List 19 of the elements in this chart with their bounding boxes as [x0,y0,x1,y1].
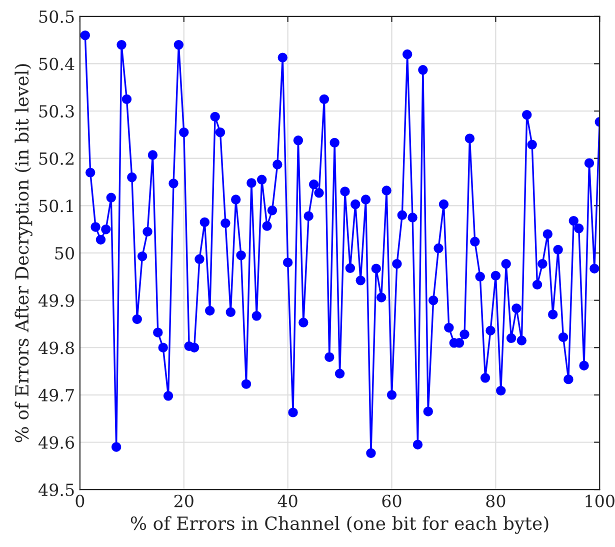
y-tick-label: 50.5 [39,10,74,23]
y-tick-label: 50.2 [39,152,74,165]
y-axis-title: % of Errors After Decryption (in bit level) [14,64,32,442]
y-tick-label: 50.3 [39,105,74,118]
y-tick-label: 50.4 [39,58,74,70]
x-tick-label: 60 [382,494,402,508]
x-axis-title: % of Errors in Channel (one bit for each byte) [130,516,548,534]
y-tick-label: 49.7 [38,388,74,402]
y-tick-label: 49.6 [38,436,74,449]
x-tick-label: 80 [486,494,506,508]
y-tick-label: 50.1 [39,200,73,212]
y-tick-label: 50 [55,246,74,260]
x-tick-label: 40 [278,494,298,508]
y-tick-label: 49.9 [38,294,74,307]
x-tick-label: 100 [586,494,614,508]
x-tick-label: 0 [76,494,84,508]
y-tick-label: 49.5 [38,484,74,496]
y-tick-label: 49.8 [38,342,74,354]
x-tick-label: 20 [174,494,194,508]
